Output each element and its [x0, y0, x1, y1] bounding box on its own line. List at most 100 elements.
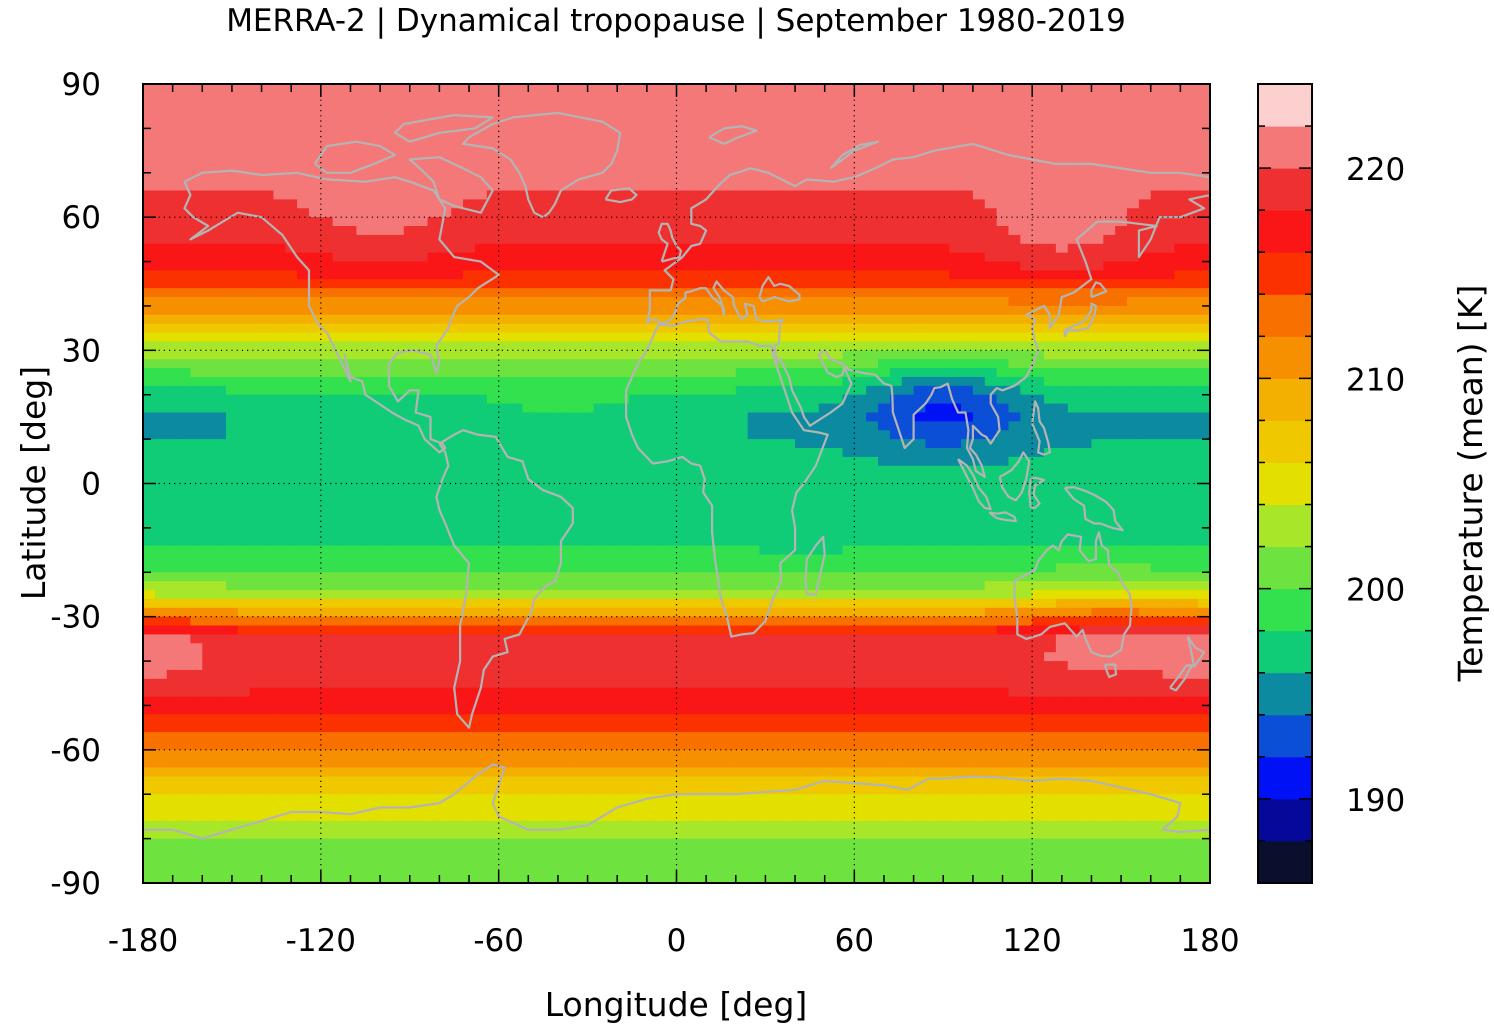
heatmap-cell — [866, 226, 879, 236]
heatmap-cell — [557, 412, 571, 422]
heatmap-cell — [1127, 252, 1140, 263]
heatmap-cell — [285, 527, 298, 538]
heatmap-cell — [546, 217, 559, 227]
heatmap-cell — [285, 163, 298, 174]
heatmap-cell — [996, 536, 1010, 547]
heatmap-cell — [688, 163, 701, 174]
heatmap-cell — [1020, 359, 1033, 369]
heatmap-cell — [1020, 501, 1033, 511]
heatmap-cell — [498, 323, 512, 334]
heatmap-cell — [925, 501, 938, 511]
heatmap-cell — [510, 190, 523, 201]
heatmap-cell — [1186, 394, 1199, 405]
heatmap-cell — [380, 208, 393, 218]
heatmap-cell — [629, 536, 642, 547]
heatmap-cell — [1103, 447, 1116, 458]
heatmap-cell — [676, 261, 689, 272]
heatmap-cell — [961, 305, 974, 316]
heatmap-cell — [273, 288, 286, 298]
heatmap-cell — [569, 199, 583, 209]
heatmap-cell — [285, 368, 298, 378]
heatmap-cell — [640, 234, 654, 245]
heatmap-cell — [285, 456, 298, 467]
heatmap-cell — [806, 172, 820, 183]
heatmap-cell — [486, 181, 500, 192]
heatmap-cell — [285, 119, 298, 129]
heatmap-cell — [202, 181, 215, 192]
heatmap-cell — [783, 208, 796, 218]
heatmap-cell — [273, 155, 286, 165]
heatmap-cell — [237, 119, 251, 129]
heatmap-cell — [593, 456, 606, 467]
heatmap-cell — [273, 403, 286, 414]
heatmap-cell — [368, 119, 381, 129]
heatmap-cell — [1055, 501, 1069, 511]
heatmap-cell — [557, 101, 571, 112]
heatmap-cell — [984, 350, 998, 360]
heatmap-cell — [308, 288, 322, 298]
heatmap-cell — [380, 119, 393, 129]
heatmap-cell — [546, 447, 559, 458]
heatmap-cell — [735, 84, 749, 94]
heatmap-cell — [297, 403, 310, 414]
heatmap-cell — [712, 110, 725, 121]
heatmap-cell — [878, 261, 891, 272]
heatmap-cell — [629, 510, 642, 520]
heatmap-cell — [640, 305, 654, 316]
heatmap-cell — [1150, 190, 1164, 201]
heatmap-cell — [735, 350, 749, 360]
heatmap-cell — [166, 572, 180, 582]
heatmap-cell — [1079, 359, 1093, 369]
heatmap-cell — [723, 181, 737, 192]
heatmap-cell — [546, 323, 559, 334]
heatmap-cell — [1127, 181, 1140, 192]
heatmap-cell — [356, 208, 369, 218]
heatmap-cell — [463, 226, 476, 236]
heatmap-cell — [154, 572, 168, 582]
heatmap-cell — [593, 119, 606, 129]
heatmap-cell — [332, 545, 346, 556]
heatmap-cell — [1008, 368, 1021, 378]
heatmap-cell — [1103, 314, 1116, 325]
heatmap-cell — [1044, 368, 1057, 378]
heatmap-cell — [451, 359, 464, 369]
heatmap-cell — [297, 474, 310, 485]
heatmap-cell — [818, 510, 832, 520]
heatmap-cell — [463, 412, 476, 422]
heatmap-cell — [273, 527, 286, 538]
heatmap-cell — [878, 270, 891, 280]
heatmap-cell — [830, 439, 844, 449]
heatmap-cell — [723, 350, 737, 360]
heatmap-cell — [984, 128, 998, 138]
heatmap-cell — [854, 341, 867, 351]
heatmap-cell — [522, 492, 535, 502]
heatmap-cell — [237, 279, 251, 289]
heatmap-cell — [569, 519, 583, 529]
heatmap-cell — [190, 456, 203, 467]
heatmap-cell — [486, 226, 500, 236]
heatmap-cell — [1055, 92, 1069, 103]
heatmap-cell — [202, 447, 215, 458]
heatmap-cell — [463, 572, 476, 582]
heatmap-cell — [961, 92, 974, 103]
heatmap-cell — [463, 208, 476, 218]
heatmap-cell — [344, 208, 357, 218]
heatmap-cell — [889, 243, 903, 254]
heatmap-cell — [557, 536, 571, 547]
heatmap-cell — [380, 332, 393, 343]
heatmap-cell — [617, 190, 630, 201]
heatmap-cell — [237, 368, 251, 378]
heatmap-cell — [486, 305, 500, 316]
heatmap-cell — [878, 234, 891, 245]
heatmap-cell — [617, 368, 630, 378]
heatmap-cell — [214, 368, 227, 378]
heatmap-cell — [261, 110, 275, 121]
heatmap-cell — [593, 341, 606, 351]
heatmap-cell — [1127, 421, 1140, 431]
heatmap-cell — [747, 456, 761, 467]
heatmap-cell — [901, 394, 915, 405]
heatmap-cell — [854, 199, 867, 209]
heatmap-cell — [700, 137, 713, 147]
heatmap-cell — [806, 439, 820, 449]
heatmap-cell — [486, 101, 500, 112]
